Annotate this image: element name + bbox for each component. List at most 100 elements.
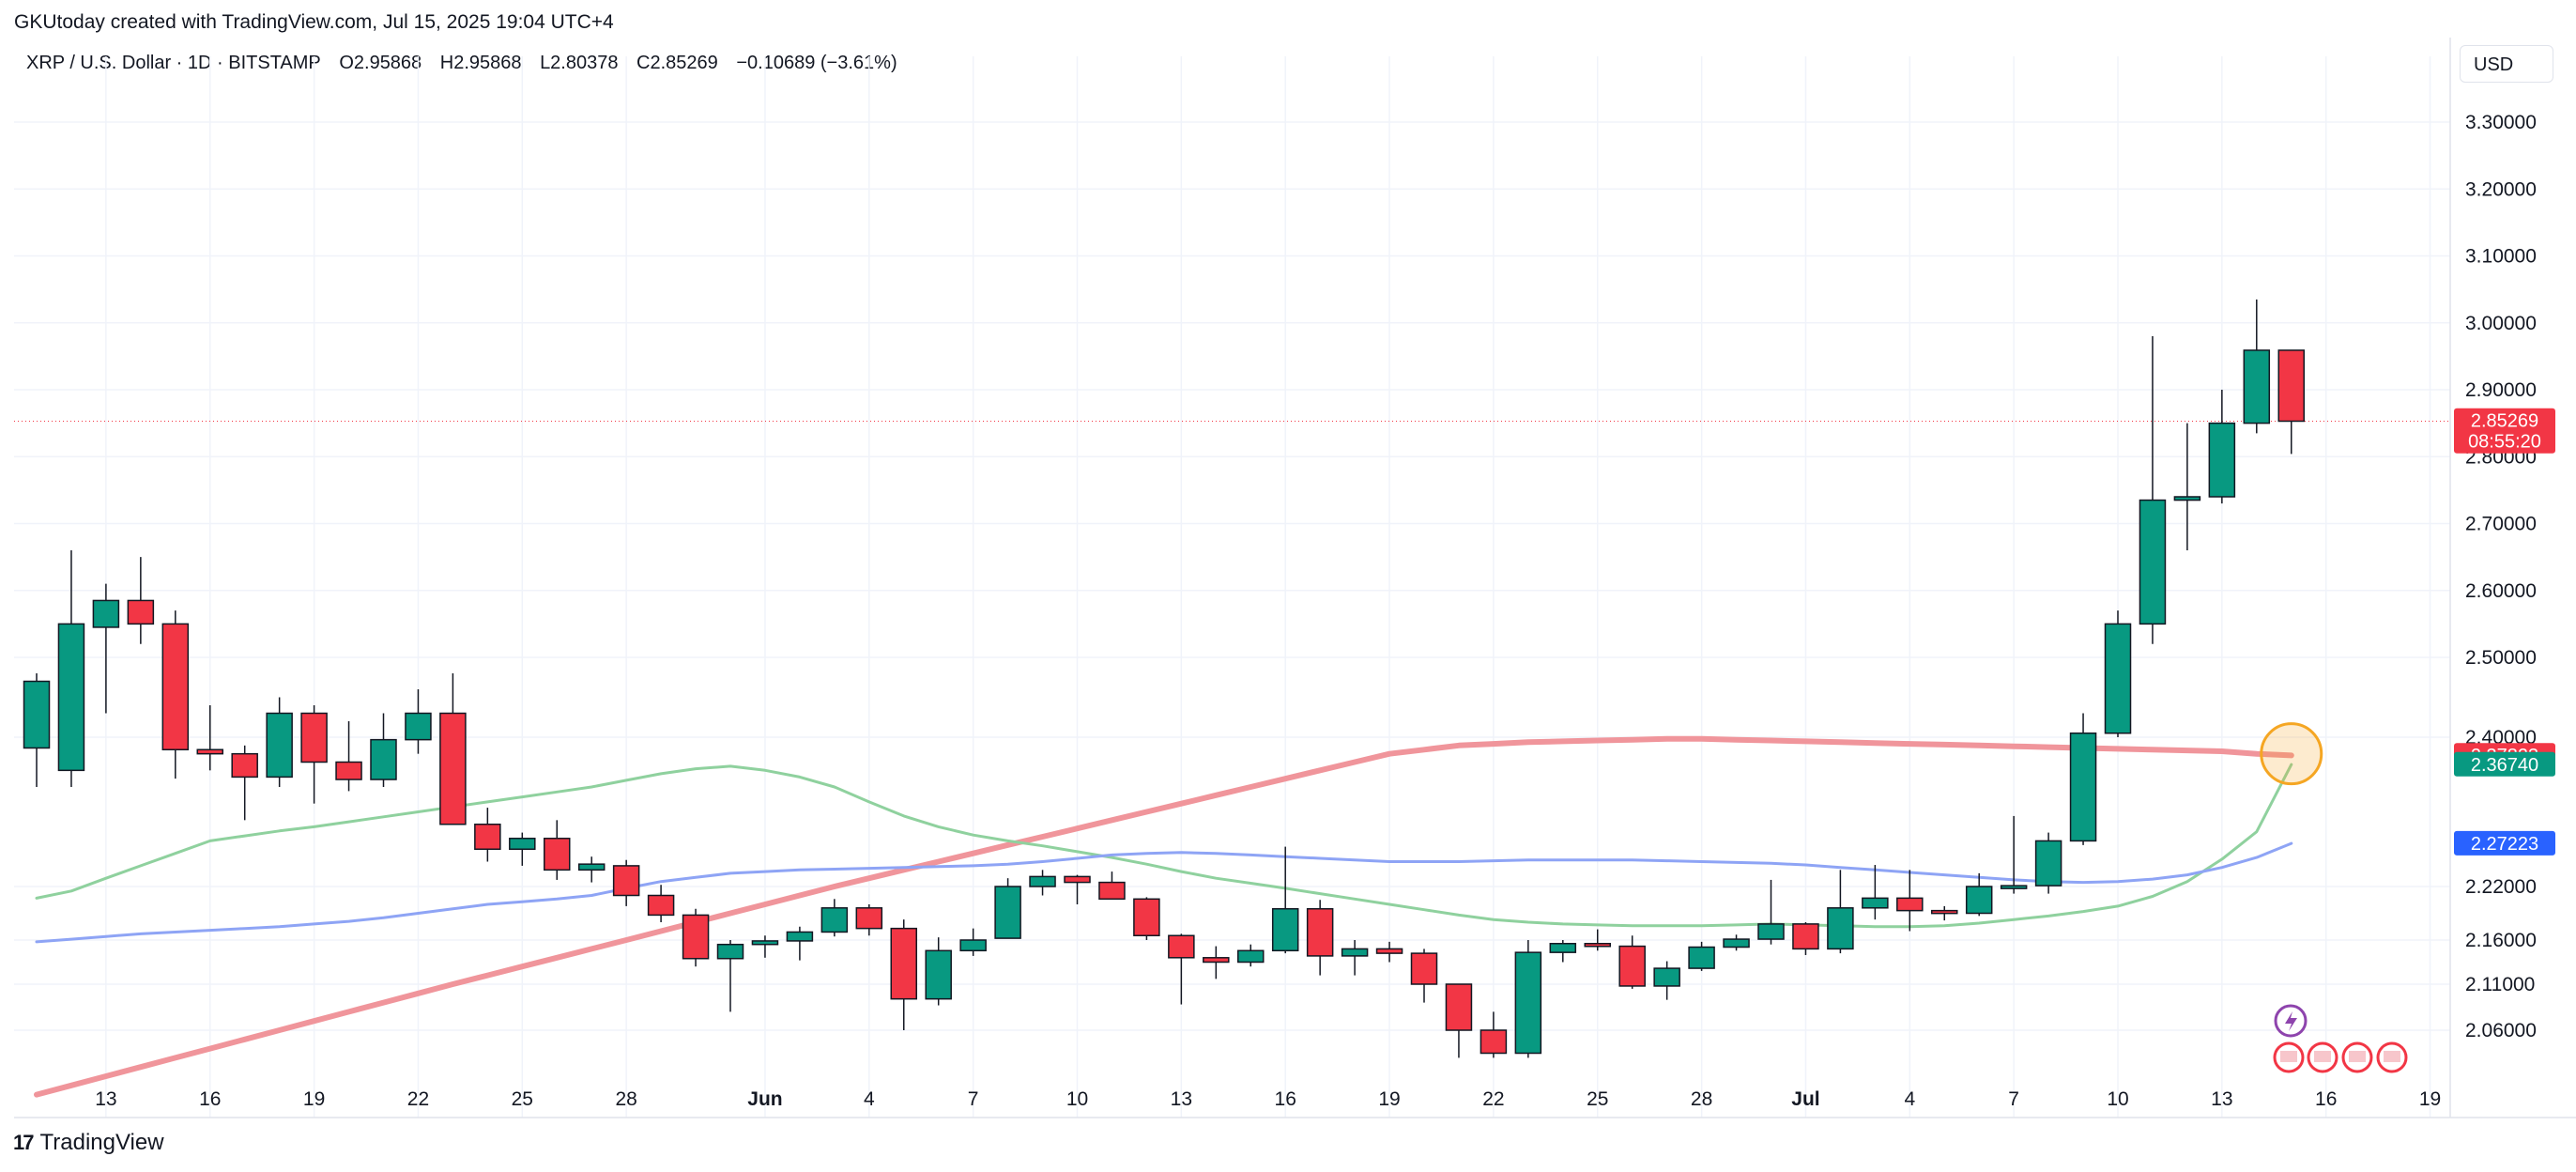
x-tick-label: 10 — [2107, 1088, 2128, 1110]
candle-body — [127, 599, 155, 625]
candle-body — [2277, 349, 2305, 423]
candle-body — [1203, 957, 1230, 964]
y-tick-label: 2.90000 — [2465, 379, 2537, 401]
price-label-tag — [2454, 408, 2555, 454]
y-tick-label: 2.11000 — [2465, 974, 2535, 995]
price-label-tag — [2454, 751, 2555, 777]
candle-body — [2173, 496, 2201, 501]
x-tick-label: 13 — [1171, 1088, 1192, 1110]
candle-body — [577, 863, 606, 871]
tradingview-logo-icon: 17 — [13, 1131, 35, 1154]
change-value: −0.10689 (−3.61%) — [736, 53, 897, 73]
price-label-text: 2.27223 — [2471, 834, 2538, 855]
candle-body — [1827, 907, 1854, 950]
x-tick-label: 16 — [2315, 1088, 2337, 1110]
candle-body — [1168, 934, 1195, 959]
us-flag-stripes-icon — [2349, 1051, 2366, 1062]
candle-body — [1341, 948, 1369, 957]
candle-body — [786, 931, 814, 942]
candle-body — [335, 761, 362, 780]
candle-body — [1896, 897, 1924, 912]
x-tick-label: 28 — [615, 1088, 636, 1110]
candle-body — [1410, 952, 1438, 985]
x-tick-label: 22 — [407, 1088, 429, 1110]
candle-body — [1931, 909, 1958, 915]
candle-body — [1792, 923, 1819, 950]
candle-body — [2104, 623, 2132, 734]
x-tick-label: 19 — [303, 1088, 325, 1110]
y-tick-label: 2.22000 — [2465, 876, 2537, 898]
candle-body — [2000, 885, 2028, 889]
candle-body — [1133, 898, 1160, 936]
candle-body — [890, 927, 917, 1000]
candle-body — [509, 838, 536, 850]
x-tick-label: 4 — [1904, 1088, 1915, 1110]
y-tick-label: 3.10000 — [2465, 246, 2537, 268]
x-tick-label: 10 — [1066, 1088, 1088, 1110]
x-tick-label: 7 — [968, 1088, 979, 1110]
candle-body — [405, 712, 432, 741]
candle-body — [57, 623, 85, 772]
candle-body — [1549, 943, 1577, 953]
x-tick-label: Jul — [1791, 1088, 1819, 1110]
candle-body — [1618, 945, 1646, 987]
candle-body — [300, 712, 328, 763]
candle-body — [855, 907, 883, 930]
candle-body — [1514, 951, 1542, 1055]
candle-body — [1271, 908, 1299, 952]
x-tick-label: 4 — [864, 1088, 875, 1110]
open-value: O2.95868 — [339, 53, 422, 73]
y-tick-label: 3.30000 — [2465, 112, 2537, 133]
candle-body — [2243, 349, 2271, 424]
candle-body — [474, 824, 501, 850]
x-tick-label: 16 — [199, 1088, 221, 1110]
x-tick-label: 7 — [2008, 1088, 2019, 1110]
candle-body — [1965, 886, 1993, 915]
candle-body — [231, 752, 258, 779]
x-tick-label: 13 — [2211, 1088, 2232, 1110]
candle-body — [266, 712, 293, 779]
price-label-countdown: 08:55:20 — [2468, 432, 2541, 453]
price-label-text: 2.85269 — [2471, 411, 2538, 432]
candle-body — [1653, 967, 1680, 987]
x-tick-label: 13 — [95, 1088, 116, 1110]
us-flag-stripes-icon — [2280, 1051, 2297, 1062]
candle-body — [1237, 949, 1265, 964]
candle-body — [1064, 875, 1091, 884]
candle-body — [1723, 938, 1750, 948]
candle-body — [370, 738, 397, 780]
candle-body — [2139, 499, 2167, 625]
x-tick-label: 22 — [1482, 1088, 1504, 1110]
x-tick-label: Jun — [747, 1088, 782, 1110]
tradingview-brand: 17 TradingView — [13, 1130, 164, 1156]
candle-body — [1584, 943, 1611, 948]
low-value: L2.80378 — [540, 53, 619, 73]
candle-body — [612, 865, 640, 897]
candle-body — [1098, 881, 1126, 901]
currency-button[interactable]: USD — [2460, 45, 2553, 83]
candle-body — [959, 939, 987, 952]
brand-name: TradingView — [39, 1130, 164, 1155]
moving-average-line — [35, 841, 2293, 944]
candle-body — [1757, 923, 1785, 940]
y-tick-label: 2.06000 — [2465, 1020, 2537, 1041]
candle-body — [2208, 422, 2236, 498]
candle-body — [1862, 897, 1889, 909]
us-flag-stripes-icon — [2314, 1051, 2331, 1062]
crossover-highlight — [2260, 722, 2323, 786]
x-tick-label: 19 — [2419, 1088, 2441, 1110]
candle-body — [1445, 983, 1473, 1031]
candle-body — [23, 680, 51, 749]
candle-body — [751, 940, 779, 946]
candle-body — [1375, 948, 1403, 954]
x-tick-label: 19 — [1378, 1088, 1400, 1110]
moving-average-line — [34, 735, 2294, 1098]
symbol-name[interactable]: XRP / U.S. Dollar · 1D · BITSTAMP — [26, 53, 321, 73]
price-label-tag — [2454, 830, 2555, 856]
x-tick-label: 25 — [512, 1088, 533, 1110]
price-label-text: 2.36740 — [2471, 755, 2538, 776]
lightning-bolt-icon — [2285, 1011, 2297, 1031]
candle-body — [925, 949, 952, 1000]
candle-body — [2069, 732, 2097, 842]
